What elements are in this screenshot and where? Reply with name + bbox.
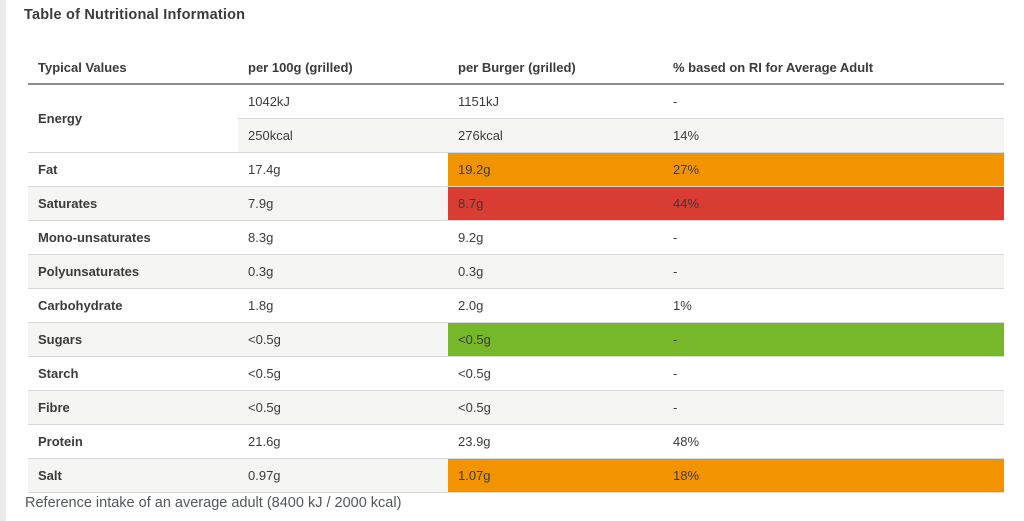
table-row-energy-kcal: 250kcal 276kcal 14% xyxy=(28,118,1004,153)
value-per-100g: 250kcal xyxy=(238,118,448,153)
row-label-carbohydrate: Carbohydrate xyxy=(28,288,238,323)
value-per-burger: <0.5g xyxy=(448,356,663,391)
row-label-fibre: Fibre xyxy=(28,390,238,425)
value-ri: 14% xyxy=(663,118,1004,153)
value-per-burger: 1.07g xyxy=(448,458,663,493)
value-per-100g: 0.3g xyxy=(238,254,448,289)
value-per-burger: 0.3g xyxy=(448,254,663,289)
row-label-sugars: Sugars xyxy=(28,322,238,357)
value-per-burger: 9.2g xyxy=(448,220,663,255)
row-label-protein: Protein xyxy=(28,424,238,459)
value-per-burger: 276kcal xyxy=(448,118,663,153)
value-per-100g: 17.4g xyxy=(238,152,448,187)
value-ri: 48% xyxy=(663,424,1004,459)
table-row-fibre: Fibre <0.5g <0.5g - xyxy=(28,390,1004,425)
value-per-100g: <0.5g xyxy=(238,356,448,391)
page-edge-strip xyxy=(0,0,6,521)
row-label-polyunsaturates: Polyunsaturates xyxy=(28,254,238,289)
value-per-100g: <0.5g xyxy=(238,390,448,425)
value-per-100g: 21.6g xyxy=(238,424,448,459)
value-per-burger: 1151kJ xyxy=(448,84,663,119)
value-per-burger: <0.5g xyxy=(448,390,663,425)
row-label-mono-unsaturates: Mono-unsaturates xyxy=(28,220,238,255)
row-label-fat: Fat xyxy=(28,152,238,187)
column-header-ri-percent: % based on RI for Average Adult xyxy=(663,52,1004,85)
table-row-polyunsaturates: Polyunsaturates 0.3g 0.3g - xyxy=(28,254,1004,289)
value-ri: 18% xyxy=(663,458,1004,493)
row-label-salt: Salt xyxy=(28,458,238,493)
value-ri: - xyxy=(663,322,1004,357)
value-ri: 1% xyxy=(663,288,1004,323)
value-ri: - xyxy=(663,390,1004,425)
value-per-burger: 2.0g xyxy=(448,288,663,323)
value-ri: 44% xyxy=(663,186,1004,221)
table-row-salt: Salt 0.97g 1.07g 18% xyxy=(28,458,1004,493)
value-per-burger: 23.9g xyxy=(448,424,663,459)
column-header-per-burger: per Burger (grilled) xyxy=(448,52,663,85)
row-label-saturates: Saturates xyxy=(28,186,238,221)
value-per-100g: 8.3g xyxy=(238,220,448,255)
table-row-energy-kj: Energy 1042kJ 1151kJ - xyxy=(28,84,1004,153)
value-per-100g: 1.8g xyxy=(238,288,448,323)
table-row-mono-unsaturates: Mono-unsaturates 8.3g 9.2g - xyxy=(28,220,1004,255)
value-ri: - xyxy=(663,220,1004,255)
value-per-100g: 0.97g xyxy=(238,458,448,493)
value-ri: - xyxy=(663,254,1004,289)
value-ri: 27% xyxy=(663,152,1004,187)
value-per-burger: 19.2g xyxy=(448,152,663,187)
table-header-row: Typical Values per 100g (grilled) per Bu… xyxy=(28,52,1004,85)
value-per-burger: 8.7g xyxy=(448,186,663,221)
nutrition-table: Typical Values per 100g (grilled) per Bu… xyxy=(28,52,1004,493)
row-label-energy: Energy xyxy=(28,84,238,153)
table-row-protein: Protein 21.6g 23.9g 48% xyxy=(28,424,1004,459)
table-row-fat: Fat 17.4g 19.2g 27% xyxy=(28,152,1004,187)
value-per-100g: 7.9g xyxy=(238,186,448,221)
table-row-carbohydrate: Carbohydrate 1.8g 2.0g 1% xyxy=(28,288,1004,323)
table-row-saturates: Saturates 7.9g 8.7g 44% xyxy=(28,186,1004,221)
table-row-starch: Starch <0.5g <0.5g - xyxy=(28,356,1004,391)
value-ri: - xyxy=(663,84,1004,119)
value-per-100g: 1042kJ xyxy=(238,84,448,119)
page-title: Table of Nutritional Information xyxy=(24,7,246,23)
row-label-starch: Starch xyxy=(28,356,238,391)
value-per-100g: <0.5g xyxy=(238,322,448,357)
column-header-typical-values: Typical Values xyxy=(28,52,238,85)
column-header-per-100g: per 100g (grilled) xyxy=(238,52,448,85)
table-row-sugars: Sugars <0.5g <0.5g - xyxy=(28,322,1004,357)
value-ri: - xyxy=(663,356,1004,391)
value-per-burger: <0.5g xyxy=(448,322,663,357)
reference-intake-note: Reference intake of an average adult (84… xyxy=(25,495,402,511)
